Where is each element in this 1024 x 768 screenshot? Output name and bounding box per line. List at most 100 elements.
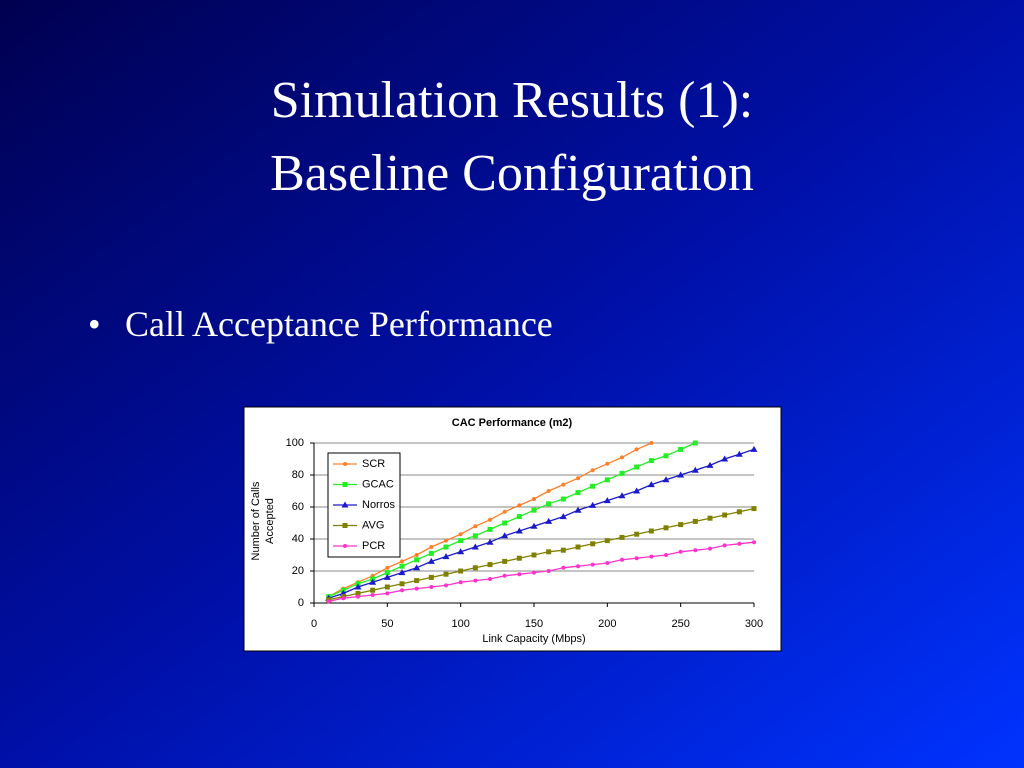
marker (400, 559, 404, 564)
marker (383, 573, 391, 580)
marker (502, 573, 507, 578)
x-tick-label: 150 (525, 618, 543, 630)
marker (399, 581, 405, 587)
marker (516, 555, 522, 561)
x-tick-label: 50 (381, 618, 393, 630)
marker (473, 578, 478, 583)
marker (560, 496, 566, 502)
marker (574, 506, 582, 513)
marker (561, 482, 566, 487)
marker (619, 534, 625, 540)
marker (488, 577, 492, 581)
marker (722, 543, 727, 548)
marker (691, 466, 699, 473)
marker (429, 545, 434, 549)
marker (663, 453, 669, 459)
marker (369, 578, 377, 585)
marker (355, 590, 361, 596)
marker (532, 497, 536, 501)
marker (664, 553, 668, 557)
marker (662, 476, 670, 483)
marker (649, 441, 654, 445)
x-axis-label: Link Capacity (Mbps) (482, 633, 585, 645)
marker (488, 517, 492, 522)
slide-title: Simulation Results (1): (271, 72, 753, 129)
marker (590, 562, 595, 567)
marker (692, 440, 698, 446)
marker (575, 544, 581, 550)
marker (531, 507, 537, 513)
marker (487, 526, 493, 532)
marker (385, 591, 390, 596)
marker (472, 533, 478, 539)
marker (647, 481, 655, 488)
marker (576, 476, 580, 481)
marker (342, 482, 348, 487)
y-axis-label: Number of Calls (250, 481, 262, 560)
marker (648, 458, 654, 464)
marker (752, 540, 756, 545)
marker (590, 541, 596, 547)
marker (722, 512, 728, 518)
marker (414, 586, 419, 591)
marker (457, 548, 465, 555)
marker (751, 506, 757, 512)
marker (384, 570, 390, 576)
y-tick-label: 100 (286, 437, 304, 449)
marker (370, 587, 376, 593)
marker (561, 565, 566, 570)
marker (370, 593, 375, 597)
marker (605, 561, 610, 565)
marker (545, 517, 553, 524)
y-tick-label: 0 (298, 597, 304, 609)
legend-label: AVG (362, 519, 384, 531)
marker (604, 538, 610, 544)
marker (385, 565, 390, 570)
legend-label: GCAC (362, 478, 394, 490)
marker (428, 550, 434, 556)
marker (633, 487, 641, 494)
marker (342, 523, 348, 528)
marker (530, 522, 538, 529)
legend-label: Norros (362, 499, 396, 511)
marker (590, 468, 595, 473)
marker (486, 538, 494, 545)
marker (692, 518, 698, 524)
marker (634, 464, 640, 470)
marker (589, 501, 597, 508)
marker (560, 547, 566, 553)
marker (343, 462, 347, 466)
marker (458, 532, 463, 537)
legend-label: SCR (362, 458, 385, 470)
marker (400, 588, 404, 593)
y-axis-label: Accepted (264, 498, 276, 544)
marker (735, 450, 743, 457)
marker (603, 497, 611, 504)
marker (517, 503, 522, 508)
marker (737, 541, 742, 546)
x-tick-label: 250 (671, 618, 689, 630)
marker (444, 538, 448, 543)
marker (384, 584, 390, 590)
marker (532, 570, 536, 575)
marker (443, 571, 449, 577)
legend-label: PCR (362, 540, 385, 552)
slide-title: Baseline Configuration (270, 145, 754, 202)
x-tick-label: 200 (598, 618, 616, 630)
marker (443, 544, 449, 550)
marker (502, 520, 508, 526)
marker (341, 501, 349, 508)
marker (634, 556, 639, 561)
marker (590, 483, 596, 489)
bullet-text: Call Acceptance Performance (125, 304, 553, 344)
marker (341, 596, 346, 601)
marker (559, 513, 567, 520)
marker (678, 446, 684, 452)
marker (721, 455, 729, 462)
marker (693, 548, 698, 553)
marker (678, 549, 683, 554)
marker (398, 569, 406, 576)
marker (515, 527, 523, 534)
